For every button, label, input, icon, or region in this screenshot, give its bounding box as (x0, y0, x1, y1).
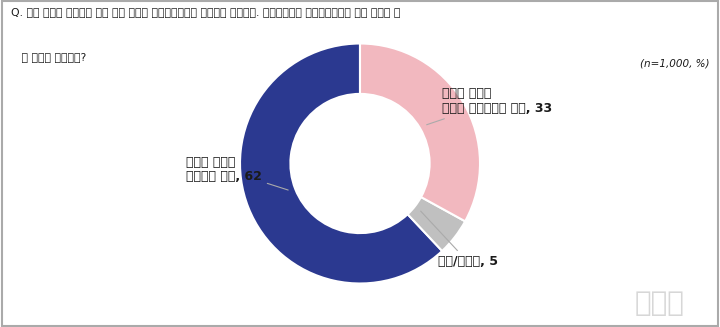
Text: 뉴시스: 뉴시스 (634, 289, 684, 317)
Text: (n=1,000, %): (n=1,000, %) (639, 59, 709, 69)
Text: 탄핵을 기각해
직무에 복귀시켜야 한다, 33: 탄핵을 기각해 직무에 복귀시켜야 한다, 33 (427, 87, 552, 125)
Text: 탄핵을 인용해
파면해야 한다, 62: 탄핵을 인용해 파면해야 한다, 62 (186, 156, 288, 190)
Wedge shape (240, 43, 442, 284)
Text: Q. 현재 윤석열 대통령의 탄핵 심판 절차가 헌법재판소에서 진행되고 있습니다. 선생님께서는 헌법재판소에서 어떤 결정을 해: Q. 현재 윤석열 대통령의 탄핵 심판 절차가 헌법재판소에서 진행되고 있습… (11, 7, 400, 17)
Text: 모름/무응답, 5: 모름/무응답, 5 (420, 211, 498, 268)
Wedge shape (408, 197, 465, 251)
Wedge shape (360, 43, 480, 221)
Text: 야 한다고 보십니까?: 야 한다고 보십니까? (11, 52, 86, 62)
